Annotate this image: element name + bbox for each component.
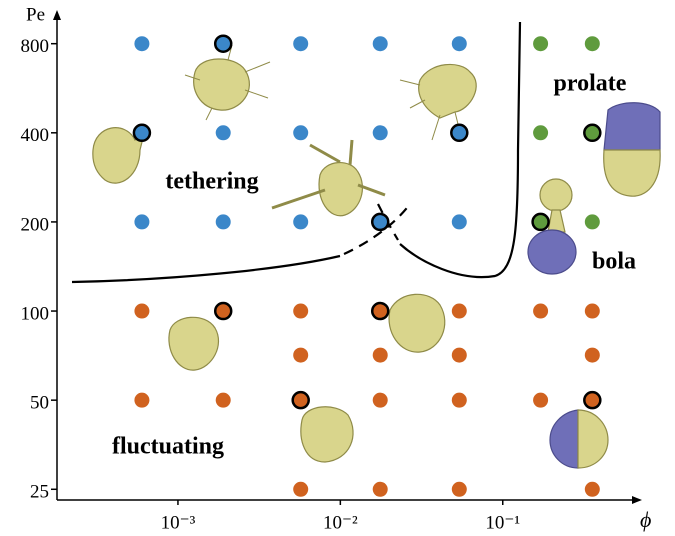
x-axis-label: ϕ <box>640 507 651 532</box>
region-label: prolate <box>554 71 627 97</box>
data-point <box>583 123 602 143</box>
region-label: bola <box>592 249 636 275</box>
data-point <box>584 347 600 363</box>
data-point <box>451 347 467 363</box>
data-point <box>584 36 600 52</box>
data-point <box>293 303 309 319</box>
data-point <box>134 36 150 52</box>
boundary <box>399 21 522 279</box>
data-point <box>372 392 388 408</box>
data-point <box>533 36 549 52</box>
data-point <box>372 125 388 141</box>
data-point <box>213 34 233 53</box>
data-point <box>372 347 388 363</box>
data-point <box>451 303 467 319</box>
data-point <box>215 125 231 141</box>
y-axis-label: Pe <box>26 4 45 25</box>
data-point <box>213 301 233 321</box>
data-point <box>450 123 469 143</box>
data-point <box>293 214 309 230</box>
data-point <box>134 392 150 408</box>
region-label: tethering <box>165 169 258 195</box>
data-point <box>533 392 549 408</box>
x-axis-arrow <box>632 496 642 504</box>
data-point <box>370 212 390 232</box>
data-point <box>451 481 467 497</box>
data-point <box>215 392 231 408</box>
y-tick-label: 400 <box>21 125 50 146</box>
data-point <box>533 125 549 141</box>
y-tick-label: 50 <box>30 393 49 414</box>
data-point <box>372 481 388 497</box>
data-point <box>584 303 600 319</box>
data-point <box>583 390 602 410</box>
data-point <box>291 390 310 410</box>
data-point <box>134 303 150 319</box>
x-tick-label: 10⁻³ <box>161 512 196 533</box>
vesicle-images <box>92 44 661 469</box>
data-point <box>584 481 600 497</box>
data-point <box>132 123 152 143</box>
y-tick-label: 200 <box>21 214 50 235</box>
data-point <box>451 36 467 52</box>
data-point <box>370 301 390 321</box>
region-label: fluctuating <box>112 434 224 460</box>
data-point <box>584 214 600 230</box>
data-point <box>293 36 309 52</box>
boundary-dashed <box>343 203 411 255</box>
data-point <box>134 214 150 230</box>
data-point <box>533 303 549 319</box>
data-point <box>215 214 231 230</box>
data-point <box>293 347 309 363</box>
data-point <box>451 392 467 408</box>
data-point <box>293 481 309 497</box>
data-point <box>372 36 388 52</box>
data-point <box>293 125 309 141</box>
data-point <box>531 212 550 232</box>
y-tick-label: 800 <box>21 36 50 57</box>
x-tick-label: 10⁻² <box>323 512 358 533</box>
x-tick-label: 10⁻¹ <box>485 512 520 533</box>
data-point <box>451 214 467 230</box>
y-tick-label: 100 <box>21 303 50 324</box>
y-tick-label: 25 <box>30 482 49 503</box>
y-axis-arrow <box>53 10 61 20</box>
boundary <box>71 254 341 284</box>
